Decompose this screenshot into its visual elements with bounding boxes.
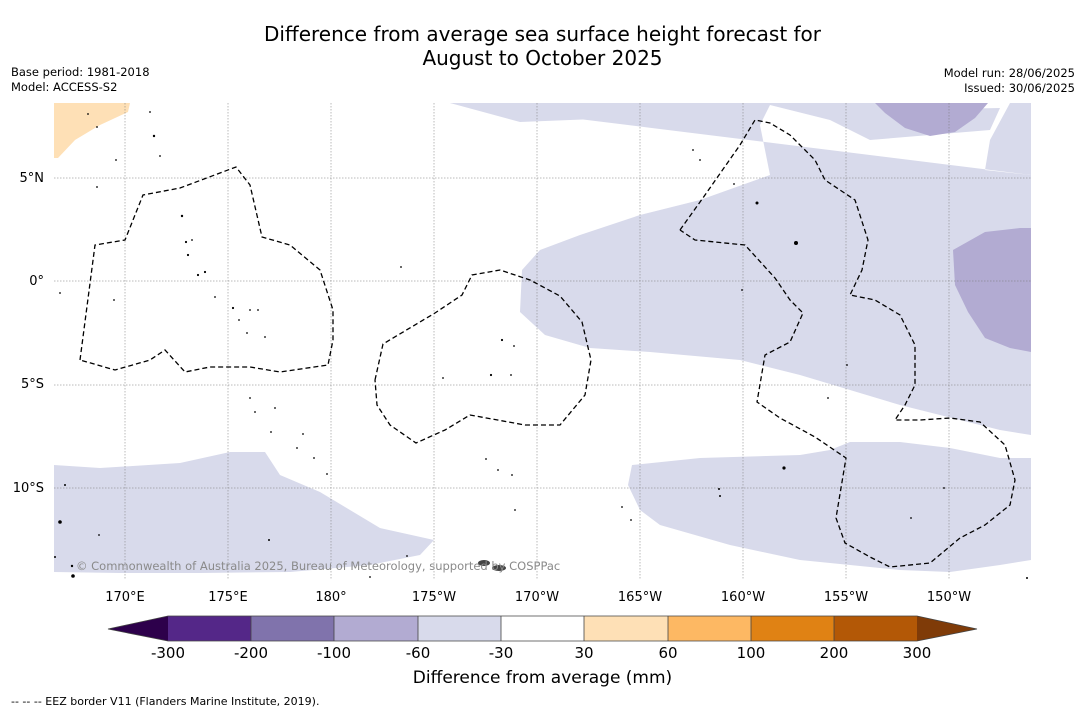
model-name: Model: ACCESS-S2 [11,80,118,94]
colorbar-tick: 300 [902,644,932,662]
copyright-notice: © Commonwealth of Australia 2025, Bureau… [76,559,561,573]
colorbar-extend-high [917,616,977,641]
lon-label-175e: 175°E [208,590,248,605]
colorbar-bin [501,616,584,641]
colorbar-bin [751,616,834,641]
eez-tuvalu-tokelau [374,269,592,444]
colorbar-bin [168,616,251,641]
lon-label-175w: 175°W [411,590,457,605]
colorbar-bin [668,616,751,641]
lon-label-170e: 170°E [105,590,145,605]
graticule [54,103,1031,580]
lon-label-160w: 160°W [720,590,766,605]
colorbar-tick: -30 [488,644,514,662]
lon-label-170w: 170°W [514,590,560,605]
title-line-1: Difference from average sea surface heig… [263,22,822,46]
meta-right: Model run: 28/06/2025 Issued: 30/06/2025 [944,66,1075,96]
lon-label-165w: 165°W [617,590,663,605]
colorbar-bin [334,616,418,641]
colorbar-bin [834,616,917,641]
lat-label-equator: 0° [29,274,44,289]
anomaly-fill-light-purple [54,103,1031,573]
colorbar-tick: -300 [150,644,186,662]
lat-label-5n: 5°N [19,171,45,186]
colorbar-bin [251,616,334,641]
title-line-2: August to October 2025 [422,46,663,70]
colorbar-tick: 200 [819,644,849,662]
colorbar-tick: 30 [574,644,594,662]
map-area[interactable] [54,103,1031,580]
colorbar-bin [584,616,668,641]
anomaly-fill-mid-purple [875,103,1031,352]
anomaly-fill-light-orange [54,103,130,158]
colorbar [107,615,978,642]
lon-label-180: 180° [315,590,347,605]
eez-gilbert-islands [79,166,334,373]
lat-label-5s: 5°S [20,377,44,392]
islands [54,111,1028,579]
lon-label-150w: 150°W [926,590,972,605]
issued-date: Issued: 30/06/2025 [964,81,1075,95]
colorbar-tick: 100 [736,644,766,662]
map-title: Difference from average sea surface heig… [0,22,1085,70]
meta-left: Base period: 1981-2018 Model: ACCESS-S2 [11,65,150,95]
colorbar-tick: -60 [405,644,431,662]
colorbar-tick: 60 [658,644,678,662]
model-run: Model run: 28/06/2025 [943,66,1075,80]
colorbar-title: Difference from average (mm) [412,668,673,688]
eez-footnote: -- -- -- EEZ border V11 (Flanders Marine… [11,695,320,708]
colorbar-tick: -100 [316,644,352,662]
lat-label-10s: 10°S [12,481,44,496]
eez-line-islands [679,119,1016,568]
base-period: Base period: 1981-2018 [11,65,150,79]
eez-borders [79,119,1016,568]
colorbar-tick: -200 [233,644,269,662]
colorbar-extend-low [108,616,168,641]
colorbar-bin [418,616,501,641]
lon-label-155w: 155°W [823,590,869,605]
